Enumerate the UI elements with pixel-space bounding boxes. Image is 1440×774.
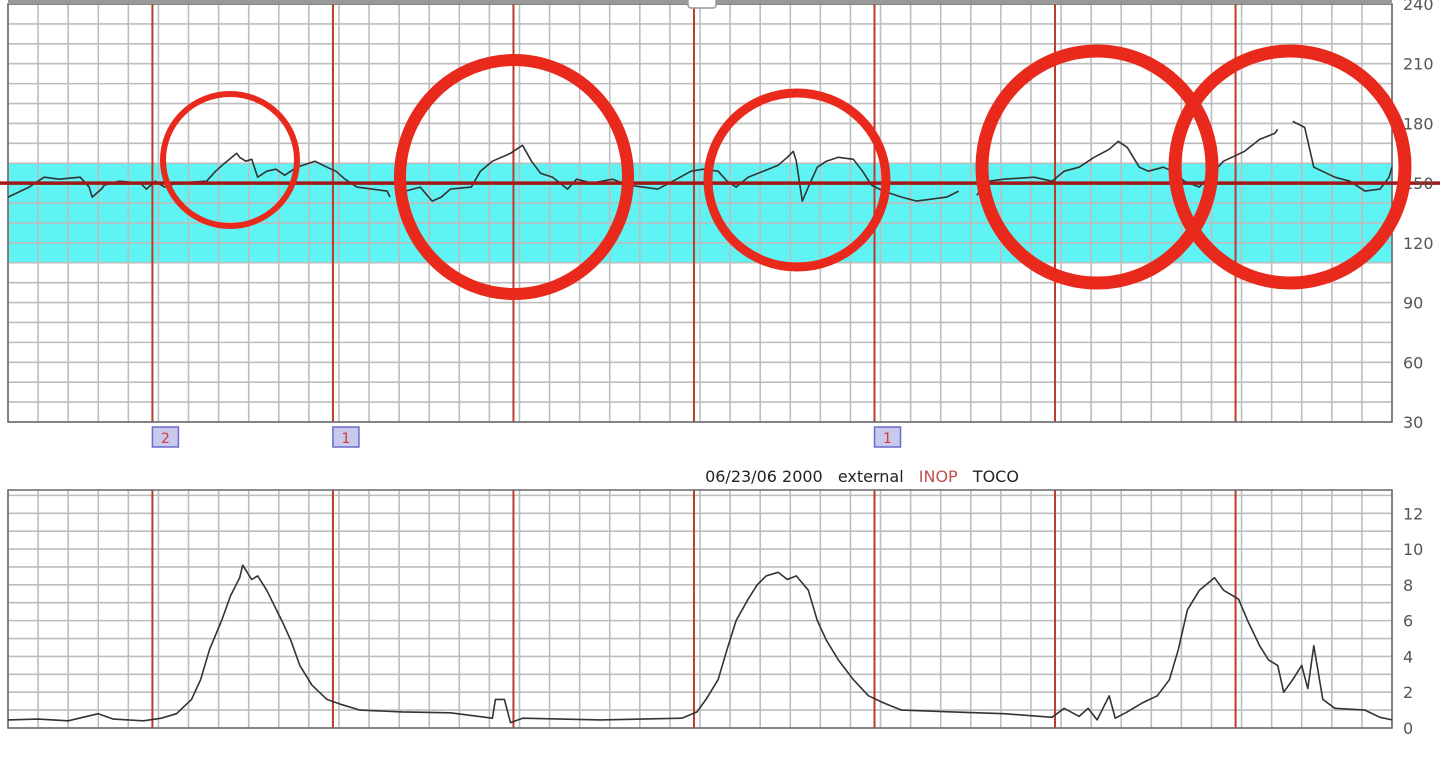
fhr-trace-line (1292, 120, 1393, 192)
y-tick-label: 240 (1403, 0, 1434, 14)
fhr-trace (0, 120, 1440, 202)
y-tick-label: 10 (1403, 540, 1423, 559)
y-tick-label: 6 (1403, 612, 1413, 631)
event-marker-box (873, 426, 902, 448)
y-tick-label: 60 (1403, 353, 1423, 372)
annotation-circles (160, 44, 1412, 300)
y-tick-label: 0 (1403, 719, 1413, 738)
y-tick-label: 4 (1403, 647, 1413, 666)
toco-trace (7, 564, 1393, 724)
toco-trace-line (7, 564, 1393, 724)
event-markers: 2 1 1 (151, 426, 902, 448)
fhr-grid (7, 0, 1393, 423)
y-tick-label: 90 (1403, 294, 1423, 313)
y-tick-label: 12 (1403, 504, 1423, 523)
fhr-trace-line (7, 152, 391, 198)
caption-datetime: 06/23/06 2000 (705, 467, 823, 486)
event-marker-label: 1 (883, 431, 892, 447)
y-tick-label: 30 (1403, 413, 1423, 432)
annotation-circle (394, 54, 634, 300)
y-tick-label: 8 (1403, 576, 1413, 595)
scroll-tab (687, 0, 717, 9)
event-marker: 1 (873, 426, 902, 448)
channel-caption: 06/23/06 2000 external INOP TOCO (705, 467, 1019, 486)
event-marker-box (151, 426, 180, 448)
caption-status: INOP (919, 467, 958, 486)
event-marker-label: 2 (161, 431, 170, 447)
y-tick-label: 180 (1403, 114, 1434, 133)
event-marker: 2 (151, 426, 180, 448)
y-tick-label: 210 (1403, 55, 1434, 74)
annotation-circle (1168, 44, 1412, 290)
plot-frame (7, 489, 1393, 729)
annotation-circle (703, 88, 891, 272)
annotation-circle (975, 44, 1219, 290)
y-tick-label: 120 (1403, 234, 1434, 253)
toco-y-axis: 12 10 8 6 4 2 0 (1403, 504, 1423, 738)
event-marker: 1 (332, 426, 360, 448)
event-marker-label: 1 (341, 431, 350, 447)
fhr-trace-line (404, 144, 960, 202)
fhr-trace-line (976, 128, 1279, 196)
annotation-circle (160, 91, 300, 229)
caption-mode: external (838, 467, 904, 486)
event-marker-box (332, 426, 360, 448)
caption-channel: TOCO (972, 467, 1019, 486)
y-tick-label: 2 (1403, 683, 1413, 702)
toco-grid (7, 489, 1393, 729)
